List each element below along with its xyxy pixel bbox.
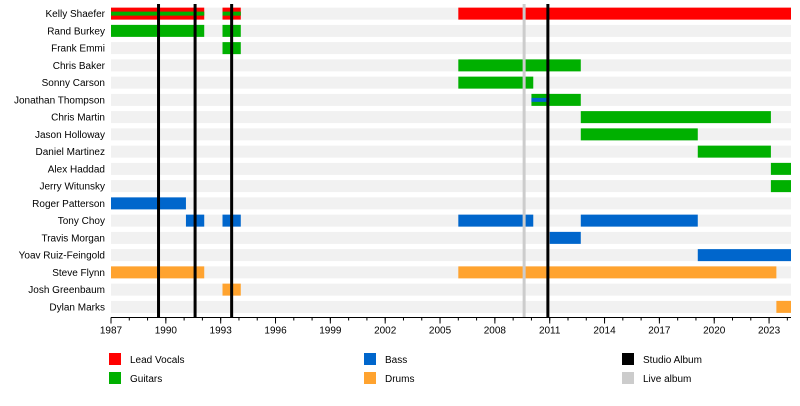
member-name: Alex Haddad <box>48 164 105 175</box>
bar-guitars <box>697 145 771 158</box>
row-background <box>111 145 791 158</box>
row-background <box>111 249 791 262</box>
member-name: Jason Holloway <box>35 130 105 141</box>
member-name: Yoav Ruiz-Feingold <box>19 251 105 262</box>
row-background <box>111 162 791 175</box>
bar-guitars <box>531 93 581 106</box>
row-background <box>111 197 791 210</box>
legend-label: Drums <box>385 374 414 385</box>
row-background <box>111 42 791 55</box>
bar-bass <box>111 197 186 210</box>
member-name: Dylan Marks <box>49 302 105 313</box>
member-name: Daniel Martinez <box>36 147 105 158</box>
member-name: Travis Morgan <box>41 233 105 244</box>
member-name: Kelly Shaefer <box>46 9 106 20</box>
bar-bass <box>458 214 534 227</box>
bar-guitars <box>770 162 791 175</box>
member-name: Sonny Carson <box>42 78 105 89</box>
legend-label: Live album <box>643 374 691 385</box>
member-name: Chris Baker <box>53 61 106 72</box>
legend-item-vocals: Lead Vocals <box>109 353 185 366</box>
legend-label: Bass <box>385 355 407 366</box>
legend-swatch <box>364 353 376 365</box>
x-tick-label: 2002 <box>374 326 397 337</box>
legend-item-studio: Studio Album <box>622 353 702 366</box>
x-tick-label: 2023 <box>758 326 781 337</box>
row-background <box>111 93 791 106</box>
member-name: Tony Choy <box>58 216 105 227</box>
member-name: Rand Burkey <box>47 26 105 37</box>
legend-label: Guitars <box>130 374 162 385</box>
member-name: Chris Martin <box>51 113 105 124</box>
row-background <box>111 59 791 72</box>
row-background <box>111 180 791 193</box>
row-background <box>111 300 791 313</box>
legend-swatch <box>364 372 376 384</box>
bar-bass <box>580 214 698 227</box>
bar-vocals <box>458 7 791 20</box>
row-background <box>111 231 791 244</box>
x-tick-label: 2005 <box>429 326 452 337</box>
member-name: Josh Greenbaum <box>28 285 105 296</box>
bar-bass <box>697 249 791 262</box>
x-tick-label: 2014 <box>593 326 616 337</box>
legend-swatch <box>109 372 121 384</box>
x-tick-label: 2020 <box>703 326 726 337</box>
legend-item-guitars: Guitars <box>109 372 162 385</box>
x-tick-label: 2011 <box>539 326 561 337</box>
member-name: Roger Patterson <box>32 199 105 210</box>
x-tick-label: 2017 <box>648 326 671 337</box>
bar-secondary-bass <box>531 97 550 102</box>
x-tick-label: 1987 <box>100 326 123 337</box>
x-tick-label: 1999 <box>319 326 342 337</box>
legend-swatch <box>109 353 121 365</box>
x-tick-label: 2008 <box>484 326 507 337</box>
row-background <box>111 76 791 89</box>
x-tick-label: 1993 <box>210 326 233 337</box>
legend-swatch <box>622 372 634 384</box>
bar-guitars <box>770 180 791 193</box>
member-name: Jerry Witunsky <box>39 182 105 193</box>
legend-item-drums: Drums <box>364 372 414 385</box>
bar-guitars <box>458 76 534 89</box>
member-name: Frank Emmi <box>51 44 105 55</box>
bar-drums <box>776 300 791 313</box>
x-tick-label: 1990 <box>155 326 178 337</box>
bar-drums <box>458 266 777 279</box>
member-name: Steve Flynn <box>52 268 105 279</box>
x-tick-label: 1996 <box>264 326 287 337</box>
bar-bass <box>549 231 581 244</box>
legend-item-live: Live album <box>622 372 691 385</box>
bar-guitars <box>458 59 581 72</box>
legend-label: Studio Album <box>643 355 702 366</box>
row-background <box>111 24 791 37</box>
member-name: Jonathan Thompson <box>14 95 105 106</box>
row-background <box>111 283 791 296</box>
legend-item-bass: Bass <box>364 353 407 366</box>
bar-guitars <box>580 111 771 124</box>
bar-guitars <box>580 128 698 141</box>
legend-label: Lead Vocals <box>130 355 185 366</box>
legend-swatch <box>622 353 634 365</box>
